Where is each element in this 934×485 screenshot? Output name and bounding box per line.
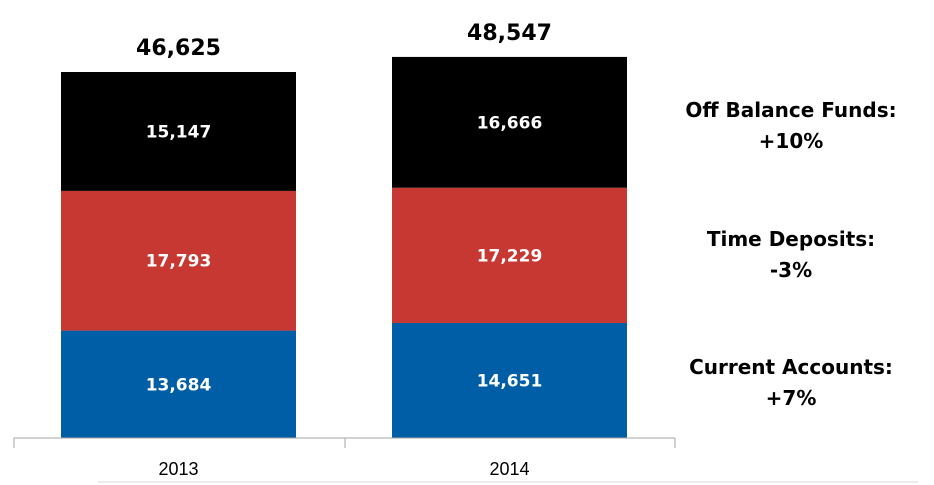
total-label-2014: 48,547 (467, 21, 552, 46)
bar-segment-time-deposits-2013 (61, 190, 296, 331)
annotation-current-accounts-line-1: Current Accounts: (689, 355, 893, 379)
annotation-off-balance-funds-line-2: +10% (759, 129, 824, 153)
total-label-2013: 46,625 (136, 36, 221, 61)
data-label-time-deposits-2014: 17,229 (477, 246, 543, 266)
bars-layer (61, 56, 627, 438)
annotation-time-deposits-line-1: Time Deposits: (707, 227, 875, 251)
bar-segment-time-deposits-2014 (392, 187, 627, 323)
data-label-off-balance-funds-2014: 16,666 (477, 113, 543, 133)
bar-segment-off-balance-funds-2014 (392, 56, 627, 188)
data-label-off-balance-funds-2013: 15,147 (146, 122, 212, 142)
data-label-time-deposits-2013: 17,793 (146, 252, 212, 272)
data-label-current-accounts-2014: 14,651 (477, 371, 543, 391)
annotations-layer: Off Balance Funds: +10% Time Deposits: -3% C… (685, 98, 896, 410)
annotation-time-deposits-line-2: -3% (770, 258, 812, 282)
x-tick-label-2013: 2013 (158, 459, 198, 479)
x-axis: 2013 2014 (13, 437, 918, 483)
bar-segment-off-balance-funds-2013 (61, 72, 296, 191)
x-tick-label-2014: 2014 (489, 459, 529, 479)
bar-segment-current-accounts-2014 (392, 322, 627, 438)
labels-layer: 13,684 17,793 15,147 46,625 14,651 17,229 16,6… (136, 21, 552, 395)
bar-segment-current-accounts-2013 (61, 330, 296, 438)
annotation-off-balance-funds-line-1: Off Balance Funds: (685, 98, 896, 122)
annotation-current-accounts-line-2: +7% (766, 386, 817, 410)
data-label-current-accounts-2013: 13,684 (146, 375, 212, 395)
